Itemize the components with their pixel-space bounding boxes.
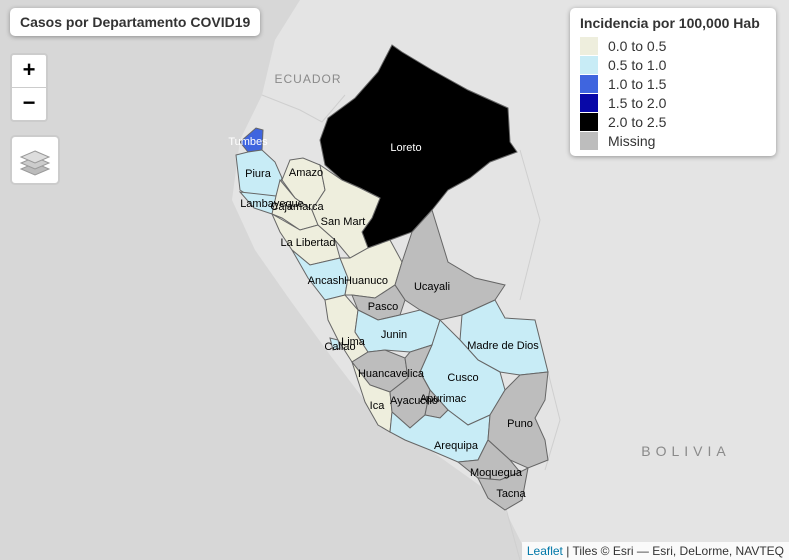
label-puno: Puno [507,418,533,430]
region-arequipa[interactable] [389,409,491,463]
label-amazonas: Amazo [289,167,323,179]
label-ayacucho: Ayacucho [390,395,438,407]
legend-swatch [580,55,598,74]
label-ucayali: Ucayali [414,281,450,293]
attribution-text: | Tiles © Esri — Esri, DeLorme, NAVTEQ [562,544,784,558]
legend-swatch [580,93,598,112]
label-callao: Callao [324,341,355,353]
label-moquegua: Moquegua [470,467,523,479]
region-tacna[interactable] [477,467,529,511]
legend-swatch [580,131,598,150]
legend-item: 0.0 to 0.5 [580,36,766,55]
label-apurimac: Apurimac [420,393,467,405]
label-ancash: Ancash [308,275,345,287]
legend-swatch [580,74,598,93]
legend-label: 2.0 to 2.5 [608,113,667,130]
legend-item: 1.0 to 1.5 [580,74,766,93]
region-callao[interactable] [329,337,341,351]
label-huanuco: Huanuco [344,275,388,287]
label-junin: Junin [381,329,407,341]
label-cajamarca: Cajamarca [270,201,324,213]
label-lima: Lima [341,336,366,348]
label-arequipa: Arequipa [434,440,479,452]
label-lambayeque: Lambayeque [240,198,304,210]
layers-icon [19,150,51,176]
label-la-libertad: La Libertad [280,237,335,249]
label-bolivia: BOLIVIA [641,443,730,459]
region-puno[interactable] [487,371,549,469]
legend-item: Missing [580,131,766,150]
legend-swatch [580,112,598,131]
legend-item: 2.0 to 2.5 [580,112,766,131]
label-huancavelica: Huancavelica [358,368,425,380]
zoom-out-button[interactable]: − [12,87,46,120]
country-borders [261,94,561,560]
label-ica: Ica [370,400,386,412]
attribution: Leaflet | Tiles © Esri — Esri, DeLorme, … [521,542,789,560]
layers-button[interactable] [10,135,60,185]
legend-label: 0.0 to 0.5 [608,37,667,54]
label-piura: Piura [245,168,272,180]
legend-item: 0.5 to 1.0 [580,55,766,74]
legend-label: 1.0 to 1.5 [608,75,667,92]
label-cusco: Cusco [447,372,478,384]
zoom-control: + − [10,53,48,122]
label-madre-de-dios: Madre de Dios [467,340,539,352]
label-ecuador: ECUADOR [274,72,341,86]
leaflet-link[interactable]: Leaflet [526,544,563,558]
region-tumbes[interactable] [239,127,264,153]
legend-title: Incidencia por 100,000 Hab [580,15,760,31]
pacific-ocean [0,0,530,560]
map-title: Casos por Departamento COVID19 [10,8,261,36]
label-pasco: Pasco [368,301,399,313]
legend-item: 1.5 to 2.0 [580,93,766,112]
legend-label: 1.5 to 2.0 [608,94,667,111]
label-loreto: Loreto [390,142,421,154]
label-san-martin: San Mart [321,216,366,228]
legend-label: 0.5 to 1.0 [608,56,667,73]
label-tumbes: Tumbes [228,136,268,148]
legend: Incidencia por 100,000 Hab 0.0 to 0.5 0.… [570,8,776,156]
label-tacna: Tacna [496,488,526,500]
legend-label: Missing [608,132,656,149]
zoom-in-button[interactable]: + [22,57,36,82]
legend-swatch [580,36,598,55]
